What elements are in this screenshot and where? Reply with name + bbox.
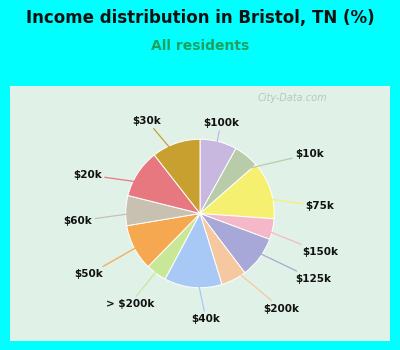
Text: City-Data.com: City-Data.com xyxy=(257,93,327,103)
Text: $75k: $75k xyxy=(251,196,334,211)
Text: $30k: $30k xyxy=(133,116,183,163)
Wedge shape xyxy=(200,148,256,214)
Wedge shape xyxy=(127,214,200,267)
Wedge shape xyxy=(200,214,245,285)
Wedge shape xyxy=(200,164,274,219)
Wedge shape xyxy=(200,139,236,214)
Text: $20k: $20k xyxy=(73,170,155,184)
Wedge shape xyxy=(165,214,222,288)
Wedge shape xyxy=(128,155,200,214)
Wedge shape xyxy=(154,139,200,214)
Text: $125k: $125k xyxy=(243,245,331,284)
Text: > $200k: > $200k xyxy=(106,257,168,309)
Text: $60k: $60k xyxy=(64,211,146,226)
Text: $40k: $40k xyxy=(192,267,220,324)
Text: All residents: All residents xyxy=(151,38,249,52)
Wedge shape xyxy=(126,196,200,226)
Text: $100k: $100k xyxy=(203,118,239,162)
Text: Income distribution in Bristol, TN (%): Income distribution in Bristol, TN (%) xyxy=(26,9,374,27)
Wedge shape xyxy=(200,214,270,273)
Wedge shape xyxy=(148,214,200,279)
Wedge shape xyxy=(200,214,274,239)
Text: $50k: $50k xyxy=(75,238,153,279)
Text: $200k: $200k xyxy=(224,261,299,314)
Text: $10k: $10k xyxy=(234,149,324,172)
Text: $150k: $150k xyxy=(252,225,338,257)
